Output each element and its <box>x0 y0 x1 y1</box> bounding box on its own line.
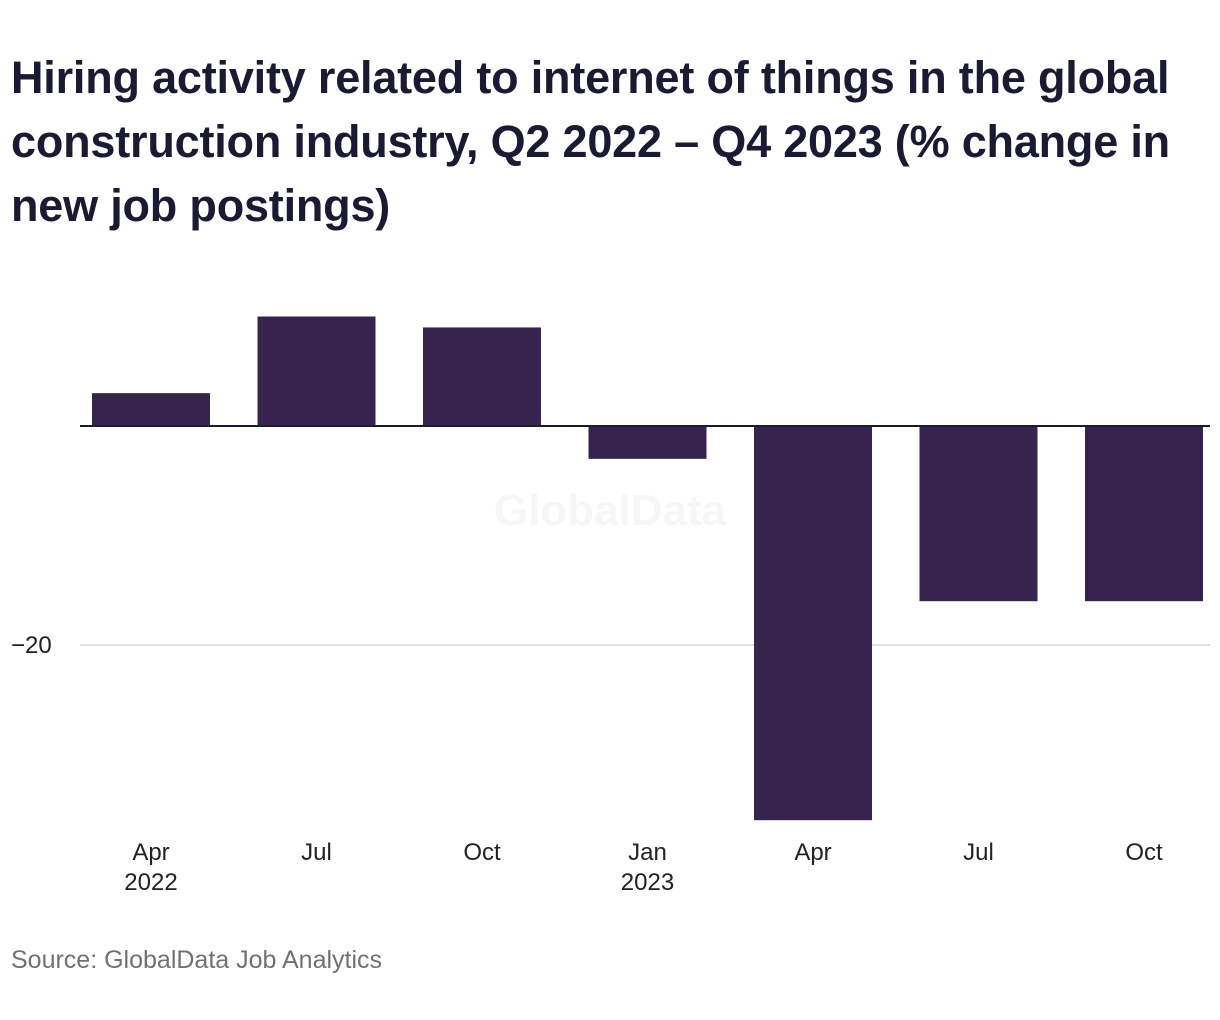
x-tick-label-line: Oct <box>463 839 501 866</box>
x-tick-label: Apr 2022 <box>124 839 177 896</box>
bar <box>257 316 376 426</box>
x-tick-label-line: 2023 <box>621 869 674 896</box>
y-tick-label: −20 <box>11 632 52 659</box>
x-tick-label: Apr <box>794 839 831 866</box>
x-tick-label: Oct <box>1125 839 1163 866</box>
y-axis-ticks: −20 <box>11 632 52 659</box>
bar <box>1085 426 1203 602</box>
x-axis-ticks: Apr 2022 Jul Oct Jan 2023 Apr Jul Oct <box>124 839 1163 896</box>
x-tick-label: Oct <box>463 839 501 866</box>
x-tick-label-line: Jul <box>963 839 994 866</box>
bar <box>588 426 707 459</box>
bar <box>423 327 541 426</box>
x-tick-label-line: 2022 <box>124 869 177 896</box>
bar <box>754 426 872 821</box>
watermark-logo: GlobalData <box>494 486 727 535</box>
bar <box>919 426 1038 602</box>
source-note: Source: GlobalData Job Analytics <box>11 946 383 974</box>
x-tick-label: Jul <box>301 839 332 866</box>
chart-title: Hiring activity related to internet of t… <box>11 52 1170 231</box>
bars <box>92 316 1203 821</box>
x-tick-label-line: Jan <box>628 839 667 866</box>
x-tick-label-line: Jul <box>301 839 332 866</box>
x-tick-label-line: Oct <box>1125 839 1163 866</box>
x-tick-label-line: Apr <box>132 839 169 866</box>
x-tick-label-line: Apr <box>794 839 831 866</box>
x-tick-label: Jul <box>963 839 994 866</box>
x-tick-label: Jan 2023 <box>621 839 674 896</box>
bar <box>92 393 210 426</box>
